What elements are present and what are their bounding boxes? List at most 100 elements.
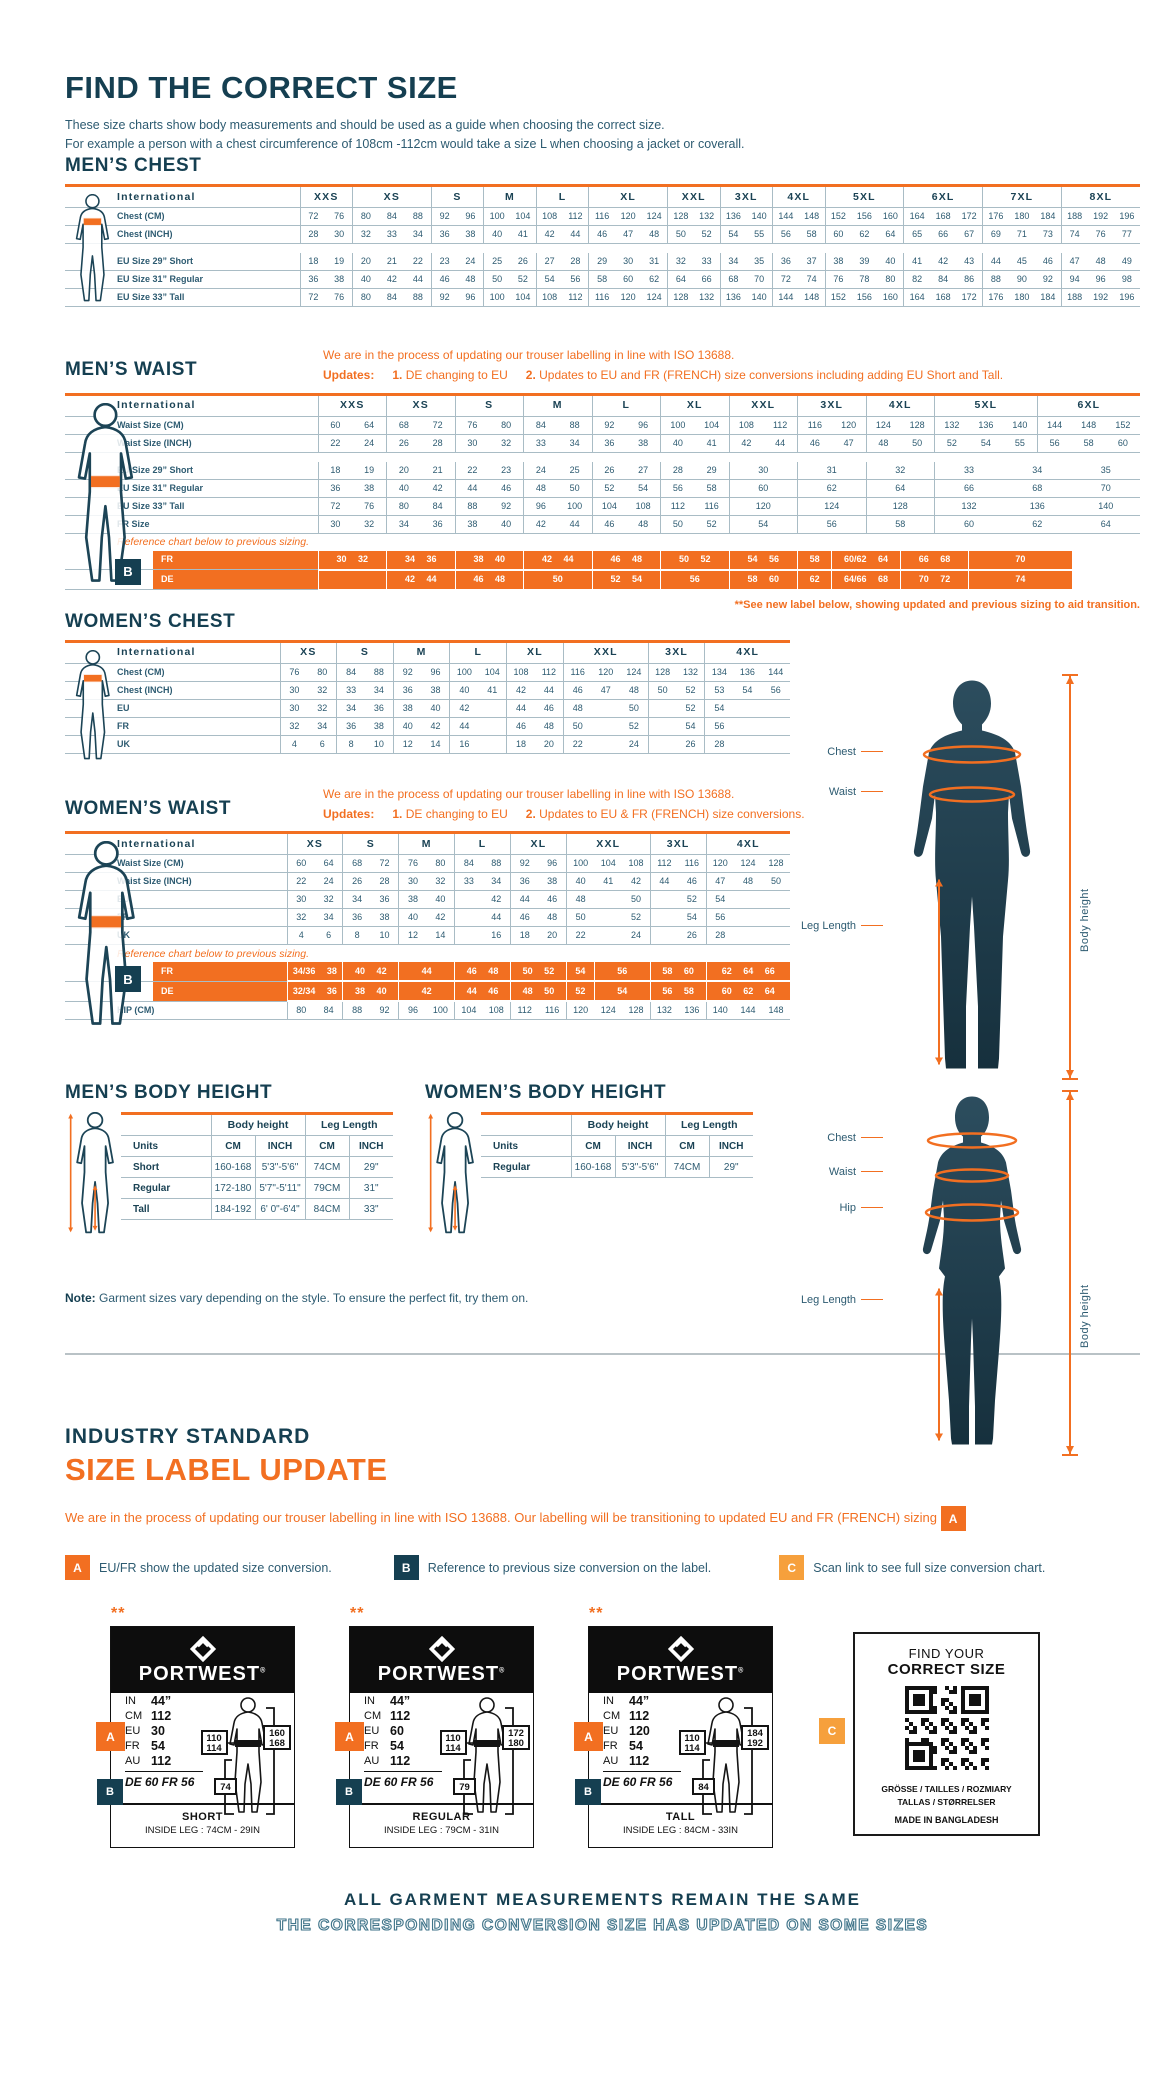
size-value: 52 — [676, 699, 705, 718]
size-value: 46 — [510, 908, 539, 928]
size-value: 33 — [522, 434, 558, 453]
size-value: 50 — [647, 681, 677, 700]
size-header-XS: XS — [286, 832, 343, 856]
size-value: 100 — [483, 207, 510, 226]
size-value: 80 — [351, 288, 379, 307]
label-cards-row: ** PORTWEST® IN 44” CM 112 EU 30 FR 54 AU 112 DE … — [96, 1605, 1157, 1849]
size-header-M: M — [483, 185, 537, 208]
size-value: 104 — [594, 854, 623, 874]
womens-body-height-section: WOMEN’S BODY HEIGHT Body height Leg Lengt… — [425, 1082, 755, 1239]
size-value — [478, 735, 507, 754]
size-value: 84 — [314, 1001, 343, 1021]
size-value: 152 — [824, 207, 852, 226]
size-value: 26 — [385, 434, 421, 453]
size-value: 96 — [457, 207, 484, 226]
size-row: CM 112 — [603, 1709, 650, 1724]
size-value: 144 — [771, 288, 799, 307]
size-value: 56 — [797, 515, 866, 534]
size-value: 41 — [694, 434, 729, 453]
measure-value: 5'3"-5'6" — [614, 1156, 665, 1179]
size-value: 20 — [538, 926, 567, 946]
size-value: 52 — [693, 225, 720, 244]
size-value: 35 — [1071, 461, 1140, 480]
size-value: 92 — [430, 207, 458, 226]
label-chest: Chest — [795, 746, 883, 758]
size-value: 164 — [903, 207, 930, 226]
size-value: 128 — [647, 663, 677, 682]
size-value: 33 — [934, 461, 1003, 480]
column-header: International — [65, 832, 287, 856]
size-value: 54 — [719, 225, 747, 244]
size-value: 21 — [378, 252, 405, 271]
size-value: 140 — [746, 288, 773, 307]
size-value — [734, 908, 790, 928]
size-value: 30 — [615, 252, 642, 271]
size-value: 26 — [678, 926, 707, 946]
size-value: 116 — [588, 288, 615, 307]
size-value: 48 — [619, 681, 649, 700]
size-value: 112 — [763, 416, 798, 435]
body-height-table: Body height Leg Length Units CM INCH CM INCH Re… — [481, 1112, 753, 1179]
size-value: 40 — [426, 890, 455, 910]
size-value: 104 — [510, 207, 537, 226]
male-waist-figure-icon — [73, 402, 138, 588]
size-value — [734, 926, 790, 946]
size-value: 60 — [615, 270, 642, 289]
size-value: 47 — [591, 681, 620, 700]
row-label: Waist Size (INCH) — [65, 434, 318, 453]
size-value: 25 — [557, 461, 592, 480]
size-label-update-title: SIZE LABEL UPDATE — [65, 1452, 388, 1488]
size-value: 46 48 — [454, 962, 511, 983]
row-label: Waist Size (CM) — [65, 854, 287, 874]
card-footer: REGULAR INSIDE LEG : 79CM - 31IN — [350, 1803, 533, 1847]
update-2-text: Updates to EU and FR (FRENCH) size conve… — [535, 368, 1004, 383]
size-value: 42 — [421, 717, 450, 736]
size-value: 8 — [342, 926, 371, 946]
size-value: 180 — [1008, 288, 1035, 307]
size-value: 80 — [351, 207, 379, 226]
womens-waist-table-wrap: International XS S M L XL XXL 3XL 4XL Waist Size … — [65, 831, 790, 1026]
size-value: 132 — [676, 663, 705, 682]
size-value: 64 — [865, 479, 935, 498]
tag-c-badge: C — [779, 1555, 805, 1581]
size-header-5XL: 5XL — [934, 394, 1038, 417]
size-value: 33 — [336, 681, 365, 700]
size-value: 124 — [734, 854, 762, 874]
size-header-XXL: XXL — [728, 394, 798, 417]
size-value: 6 — [314, 926, 343, 946]
units-label: Units — [481, 1135, 571, 1158]
size-value: 128 — [666, 288, 694, 307]
size-value: 52 — [619, 717, 649, 736]
measure-value: 172-180 — [210, 1177, 255, 1200]
size-value: 188 — [1060, 288, 1088, 307]
size-value: 88 — [342, 1001, 371, 1021]
size-value: 140 — [1003, 416, 1038, 435]
size-value: 29 — [588, 252, 615, 271]
size-value: 52 — [565, 981, 595, 1003]
size-value: 44 — [506, 699, 535, 718]
size-label-card-tall: ** PORTWEST® IN 44” CM 112 EU 120 FR 54 AU 112 DE… — [574, 1605, 773, 1849]
svg-text:74: 74 — [220, 1782, 231, 1793]
size-label-card-short: ** PORTWEST® IN 44” CM 112 EU 30 FR 54 AU 112 DE … — [96, 1605, 295, 1849]
size-value: 88 — [364, 663, 394, 682]
size-row: FR 54 — [603, 1739, 643, 1754]
size-value: 28 — [299, 225, 327, 244]
size-value: 28 — [370, 872, 399, 892]
size-value — [734, 890, 790, 910]
svg-text:192: 192 — [747, 1738, 763, 1749]
size-value: 34 — [1003, 461, 1072, 480]
size-value: 36 — [364, 699, 394, 718]
measure-value: 160-168 — [210, 1156, 255, 1179]
size-value: 112 — [510, 1001, 539, 1021]
page-title: FIND THE CORRECT SIZE — [65, 70, 458, 105]
size-value: 164 — [903, 288, 930, 307]
size-value: 108 — [506, 663, 535, 682]
size-value: 33 — [693, 252, 720, 271]
body-height-row: MEN’S BODY HEIGHT Body height Leg Length U… — [65, 1082, 1157, 1239]
section-title-womens-body-height: WOMEN’S BODY HEIGHT — [425, 1082, 667, 1104]
size-value: 46 — [588, 225, 615, 244]
size-value: 32 — [351, 225, 379, 244]
size-value: 62 — [851, 225, 878, 244]
size-value: 16 — [482, 926, 511, 946]
